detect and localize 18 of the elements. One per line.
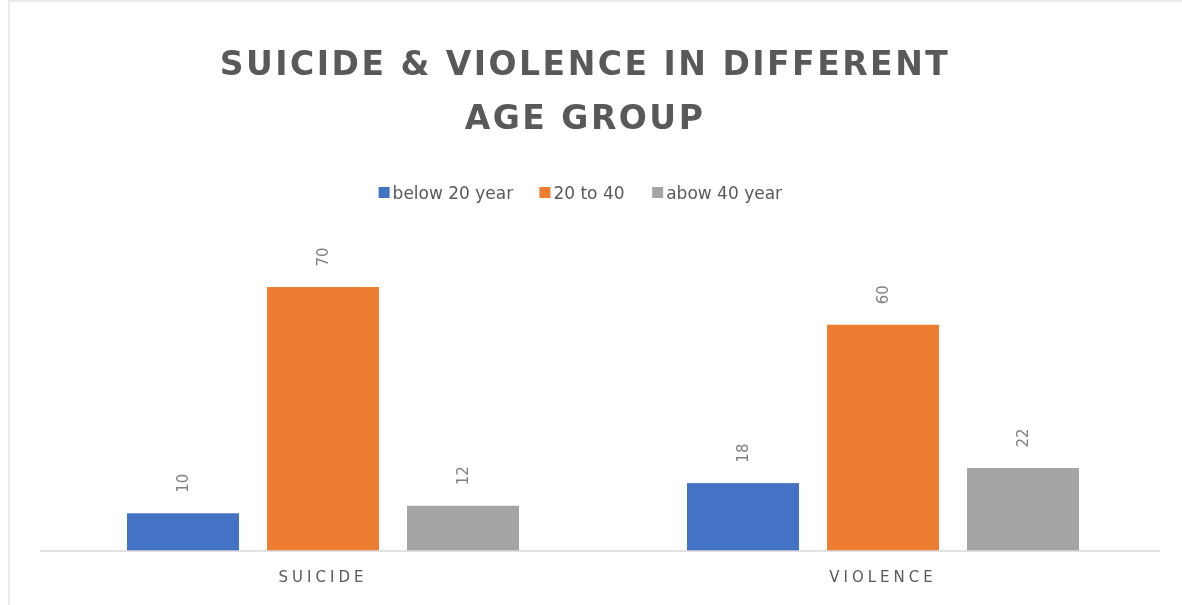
bar <box>967 468 1079 551</box>
bar <box>687 483 799 551</box>
x-tick-label: SUICIDE <box>278 568 368 586</box>
data-label: 60 <box>874 285 892 305</box>
x-tick-label: VIOLENCE <box>829 568 937 586</box>
data-label: 70 <box>314 247 332 267</box>
legend-label: below 20 year <box>392 183 514 203</box>
bar <box>827 324 939 551</box>
data-label: 10 <box>174 473 192 493</box>
legend-label: abow 40 year <box>666 183 783 203</box>
bar <box>407 505 519 551</box>
bar <box>127 513 239 551</box>
data-label: 22 <box>1014 428 1032 448</box>
chart-title: SUICIDE & VIOLENCE IN DIFFERENT AGE GROUP <box>219 44 951 137</box>
legend-label: 20 to 40 <box>553 183 625 203</box>
bar <box>267 287 379 551</box>
data-label: 18 <box>734 443 752 463</box>
data-label: 12 <box>454 466 472 486</box>
